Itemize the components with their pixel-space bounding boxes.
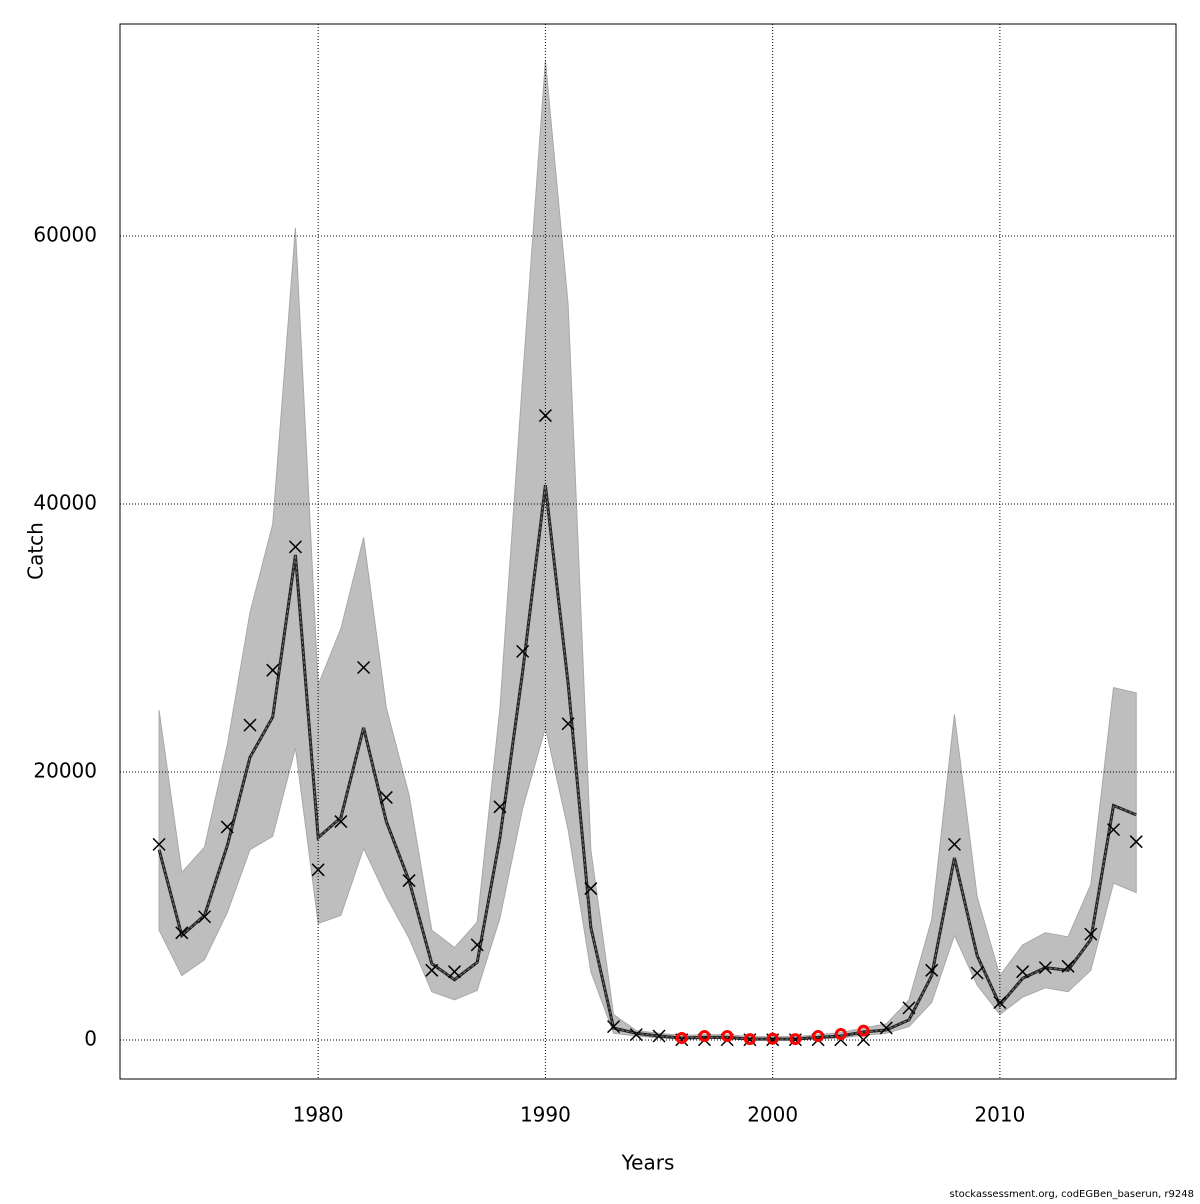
observed-point xyxy=(1084,927,1098,941)
y-tick-label: 0 xyxy=(84,1027,97,1051)
cross-stroke xyxy=(198,910,212,924)
y-tick-label: 20000 xyxy=(33,759,97,783)
confidence-band xyxy=(158,60,1137,1041)
observed-point xyxy=(970,966,984,980)
cross-stroke xyxy=(425,963,439,977)
y-tick-label: 40000 xyxy=(33,490,97,514)
highlight-point xyxy=(743,1033,756,1046)
observed-point xyxy=(879,1021,893,1035)
highlight-point xyxy=(698,1029,711,1042)
highlight-point xyxy=(834,1027,847,1040)
cross-stroke xyxy=(879,1021,893,1035)
observed-point xyxy=(425,963,439,977)
observed-point xyxy=(266,663,280,677)
cross-stroke xyxy=(857,1033,871,1047)
x-axis-label: Years xyxy=(621,1151,675,1175)
cross-stroke xyxy=(993,995,1007,1010)
footnote: stockassessment.org, codEGBen_baserun, r… xyxy=(950,1189,1195,1200)
cross-stroke xyxy=(220,820,234,834)
cross-stroke xyxy=(357,660,371,675)
cross-stroke xyxy=(334,815,348,829)
observed-point xyxy=(402,874,416,888)
cross-stroke xyxy=(470,938,484,952)
cross-stroke xyxy=(266,663,280,677)
cross-stroke xyxy=(1129,835,1143,849)
observed-point xyxy=(629,1028,643,1042)
cross-stroke xyxy=(288,540,302,554)
observed-point xyxy=(175,926,189,940)
cross-stroke xyxy=(493,800,507,814)
observed-point xyxy=(1129,835,1143,849)
cross-stroke xyxy=(311,863,325,877)
observed-point xyxy=(993,995,1007,1010)
observed-point xyxy=(1038,961,1052,975)
cross-stroke xyxy=(947,837,961,851)
cross-stroke xyxy=(175,926,189,940)
cross-stroke xyxy=(447,965,462,979)
observed-point xyxy=(1061,959,1075,973)
observed-point xyxy=(493,800,507,814)
cross-stroke xyxy=(902,1001,916,1015)
highlight-point xyxy=(721,1029,734,1042)
observed-point xyxy=(857,1033,871,1047)
highlight-point xyxy=(789,1033,802,1046)
cross-stroke xyxy=(652,1029,666,1043)
cross-stroke xyxy=(584,882,598,896)
x-tick-label: 1980 xyxy=(293,1103,344,1127)
y-tick-label: 60000 xyxy=(33,222,97,246)
cross-stroke xyxy=(379,790,393,804)
observed-point xyxy=(947,837,961,851)
observed-point xyxy=(470,938,484,952)
observed-point xyxy=(379,790,393,804)
observed-point xyxy=(584,882,598,896)
observed-point xyxy=(538,409,552,423)
observed-point xyxy=(1106,823,1121,837)
observed-point xyxy=(357,660,371,675)
plot-frame xyxy=(119,23,1177,1080)
highlight-point xyxy=(675,1031,688,1044)
observed-point xyxy=(1016,965,1030,979)
cross-stroke xyxy=(1084,927,1098,941)
cross-stroke xyxy=(152,837,166,851)
highlight-point xyxy=(766,1032,779,1045)
x-tick-label: 1990 xyxy=(520,1103,571,1127)
observed-point xyxy=(652,1029,666,1043)
observed-point xyxy=(902,1001,916,1015)
observed-point xyxy=(288,540,302,554)
cross-stroke xyxy=(402,874,416,888)
cross-stroke xyxy=(1016,965,1030,979)
observed-point xyxy=(311,863,325,877)
observed-point xyxy=(334,815,348,829)
observed-point xyxy=(925,963,939,977)
fitted-line-dash xyxy=(158,485,1137,1040)
observed-point xyxy=(198,910,212,924)
observed-point xyxy=(447,965,462,979)
observed-point xyxy=(152,837,166,851)
cross-stroke xyxy=(538,409,552,423)
x-tick-label: 2000 xyxy=(747,1103,798,1127)
highlight-point xyxy=(812,1029,825,1042)
cross-stroke xyxy=(925,963,939,977)
observed-point xyxy=(243,718,257,732)
cross-stroke xyxy=(629,1028,643,1042)
y-axis-label: Catch xyxy=(24,522,48,580)
x-tick-label: 2010 xyxy=(974,1103,1025,1127)
cross-stroke xyxy=(1106,823,1121,837)
observed-point xyxy=(516,644,530,658)
cross-stroke xyxy=(607,1020,621,1034)
cross-stroke xyxy=(243,718,257,732)
cross-stroke xyxy=(1038,961,1052,975)
cross-stroke xyxy=(1061,959,1075,973)
cross-stroke xyxy=(970,966,984,980)
observed-point xyxy=(607,1020,621,1034)
cross-stroke xyxy=(561,717,575,731)
observed-point xyxy=(220,820,234,834)
cross-stroke xyxy=(516,644,530,658)
observed-point xyxy=(561,717,575,731)
highlight-point xyxy=(857,1024,870,1037)
